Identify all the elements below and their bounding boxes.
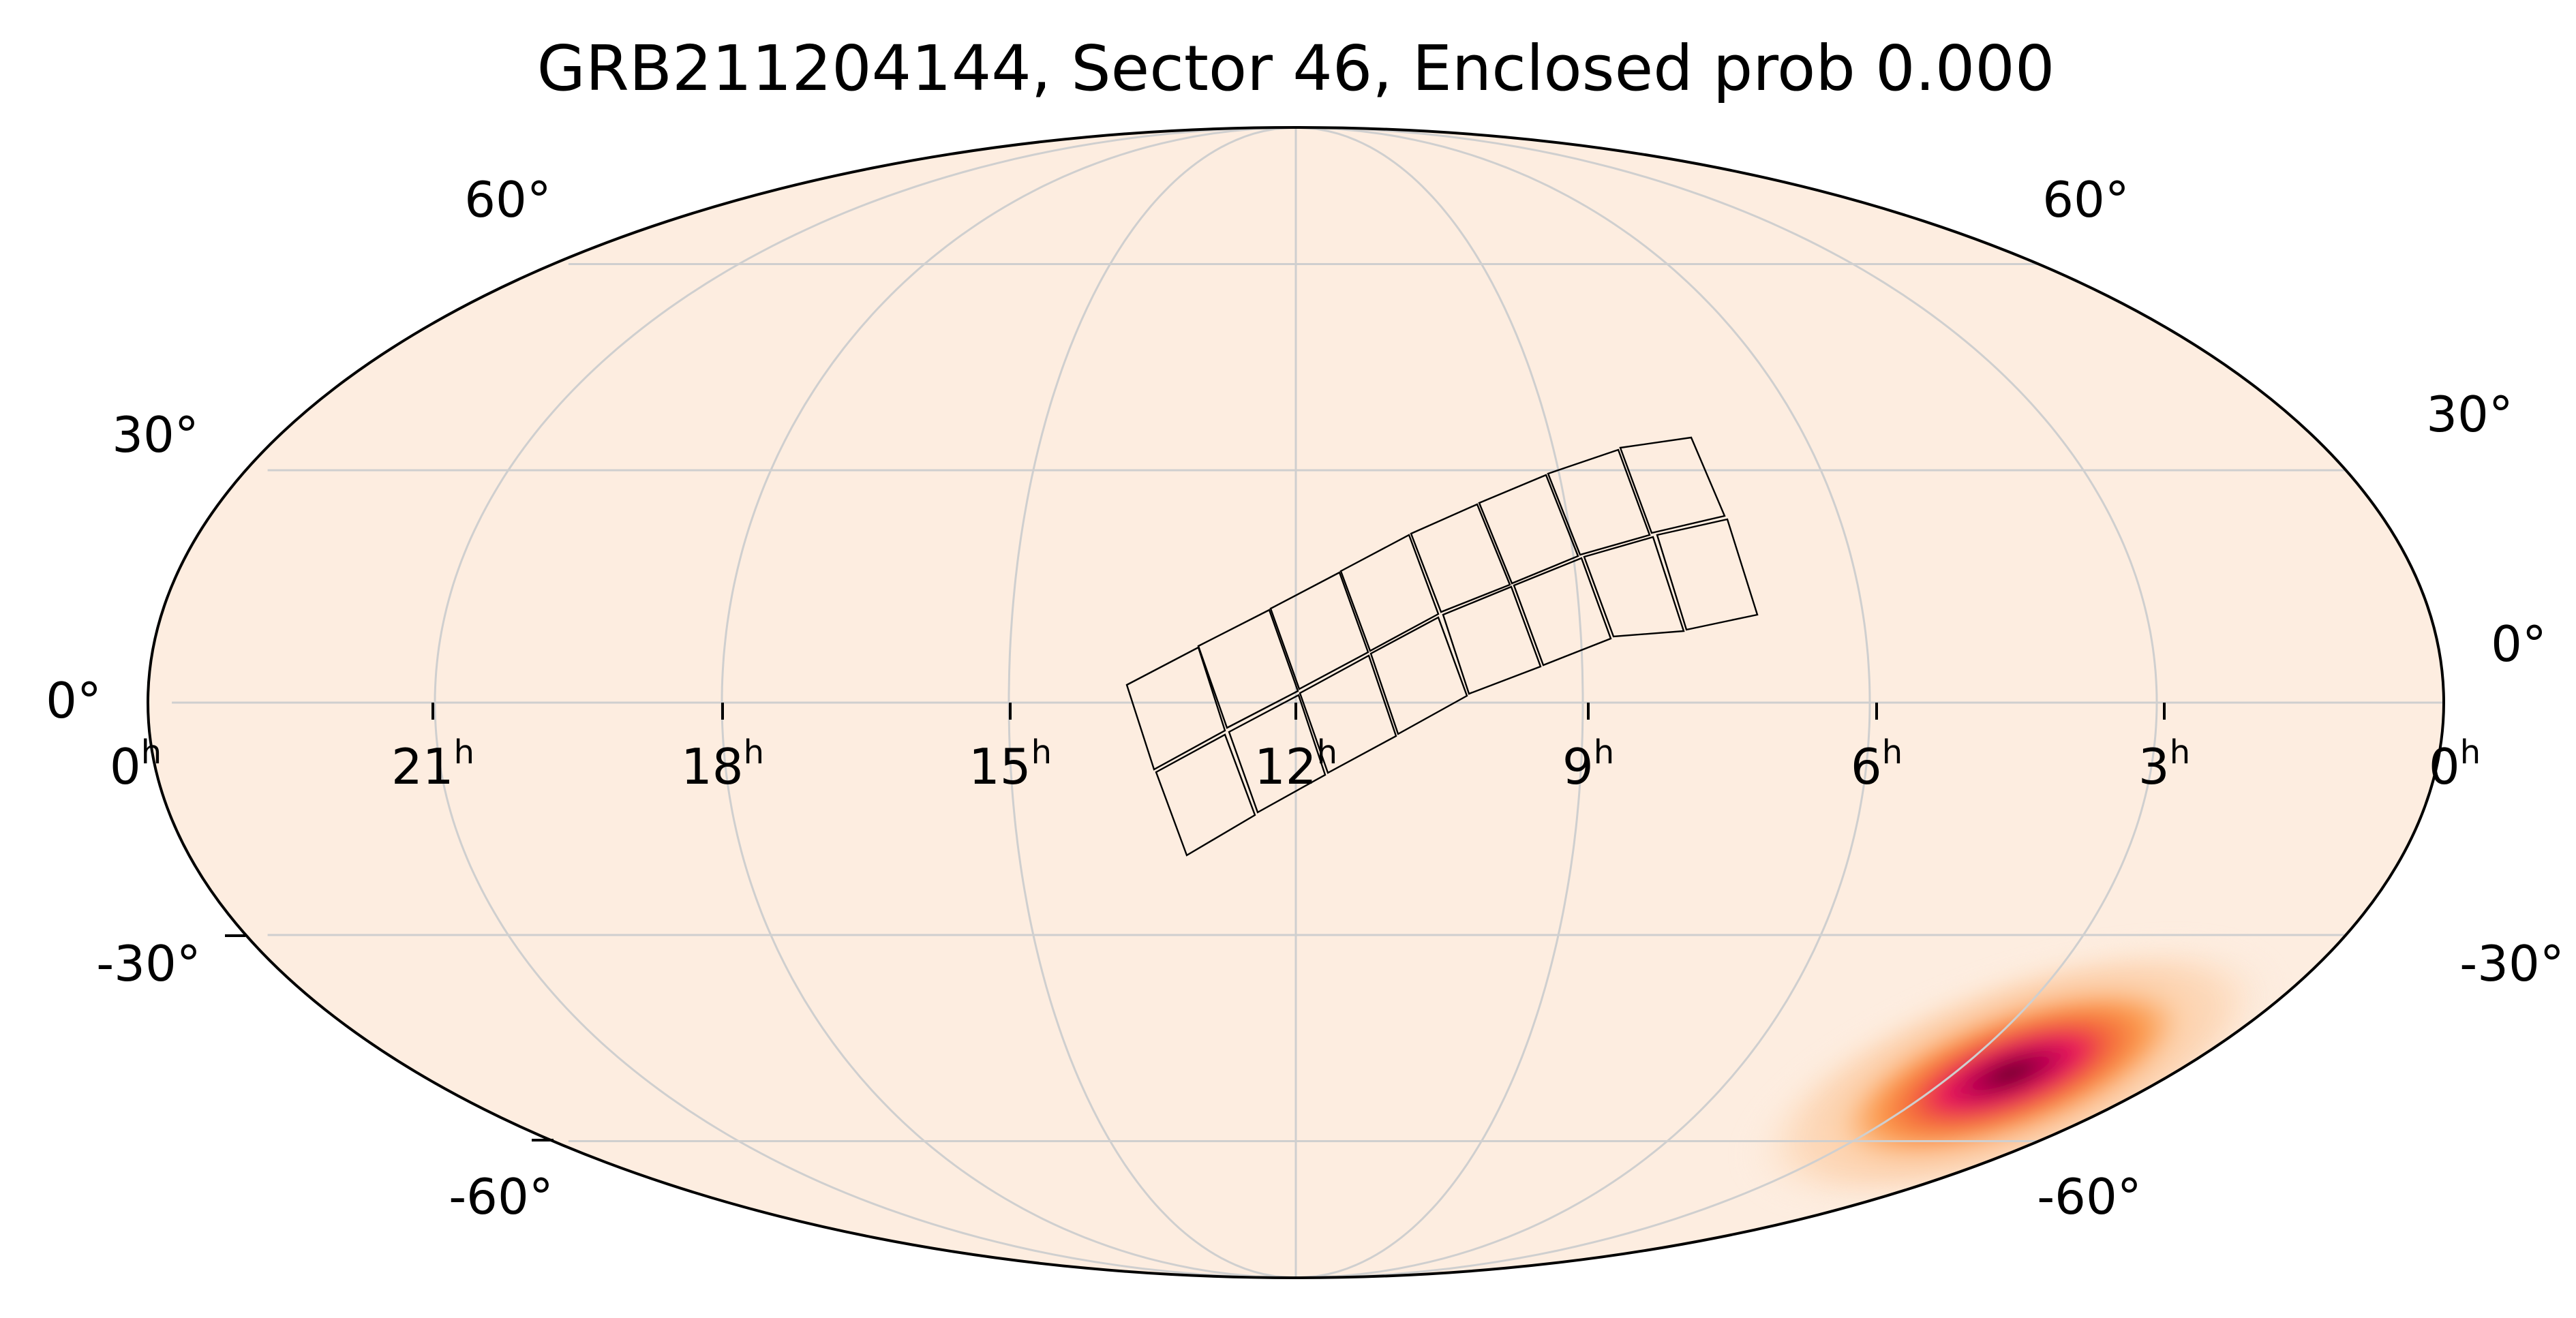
sky-plot-area: 0h 21h 18h 15h 12h 9h 6h 3h 0h 60°30°0°-30°-60°6… [46,126,2564,1279]
dec-tick-label-left: 60° [464,171,551,228]
ccd-outline [1478,474,1579,585]
sky-boundary [147,126,2445,1279]
ccd-outline [1547,448,1651,556]
coordinate-grid [172,126,2444,1279]
dec-tick-label-left: -30° [96,935,201,992]
dec-tick-label-right: 60° [2042,171,2130,228]
ccd-outline [1656,518,1759,631]
ra-tick-label: 18h [681,733,764,795]
ccd-outline [1155,733,1256,857]
dec-tick-label-right: -60° [2037,1168,2142,1225]
ra-gridline [1295,126,1871,1279]
ccd-outline [1228,694,1327,814]
ra-tick-label: 0h [110,733,162,795]
probability-blob [1798,965,2224,1182]
dec-tick-label-left: 30° [112,406,199,463]
dec-tick-label-left: -60° [449,1168,554,1225]
ra-gridline [1295,126,1584,1279]
ccd-outline [1197,609,1299,729]
ccd-outline [1410,503,1511,613]
ccd-outline [1299,654,1397,774]
ccd-outline [1369,616,1468,735]
chart-title: GRB211204144, Sector 46, Enclosed prob 0… [537,32,2055,105]
dec-tick-label-right: 30° [2426,386,2513,443]
ra-gridline [434,126,1297,1279]
ra-axis: 0h 21h 18h 15h 12h 9h 6h 3h 0h [110,703,2481,795]
dec-axis: 60° 30° 0° -30° -60° 60° 30° 0° -30° -60° [46,171,2564,1225]
ccd-outline [1269,571,1369,690]
ra-gridline [1295,126,2158,1279]
ra-tick-label: 9h [1562,733,1614,795]
ccd-outline [1339,534,1440,652]
ccd-outline [1583,536,1685,638]
dec-tick-label-left: 0° [46,672,102,729]
dec-tick-label-right: 0° [2491,615,2547,673]
ra-tick-label: 0h [2429,733,2481,795]
ccd-outline [1513,557,1612,666]
ccd-footprint [1125,436,1759,857]
ccd-outline [1442,585,1542,695]
ccd-outline [1125,646,1226,771]
dec-tick-label-right: -30° [2459,935,2564,992]
ccd-outline [1619,436,1726,534]
